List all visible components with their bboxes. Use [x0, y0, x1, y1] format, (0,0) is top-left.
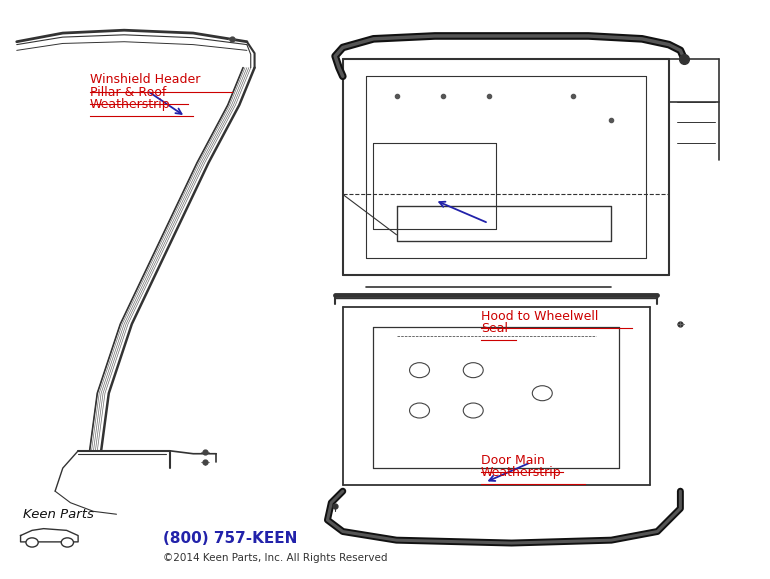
Text: Hood to Wheelwell: Hood to Wheelwell	[481, 310, 598, 323]
Text: (800) 757-KEEN: (800) 757-KEEN	[162, 531, 297, 546]
Text: Winshield Header: Winshield Header	[89, 74, 200, 86]
Text: Seal: Seal	[481, 322, 508, 335]
Text: Weatherstrip: Weatherstrip	[89, 98, 170, 111]
Text: Pillar & Roof: Pillar & Roof	[89, 86, 166, 98]
Text: Weatherstrip: Weatherstrip	[481, 466, 561, 479]
Text: Keen Parts: Keen Parts	[23, 508, 94, 521]
Text: Door Main: Door Main	[481, 454, 545, 467]
Text: ©2014 Keen Parts, Inc. All Rights Reserved: ©2014 Keen Parts, Inc. All Rights Reserv…	[162, 553, 387, 563]
Circle shape	[62, 538, 73, 547]
Circle shape	[26, 538, 38, 547]
